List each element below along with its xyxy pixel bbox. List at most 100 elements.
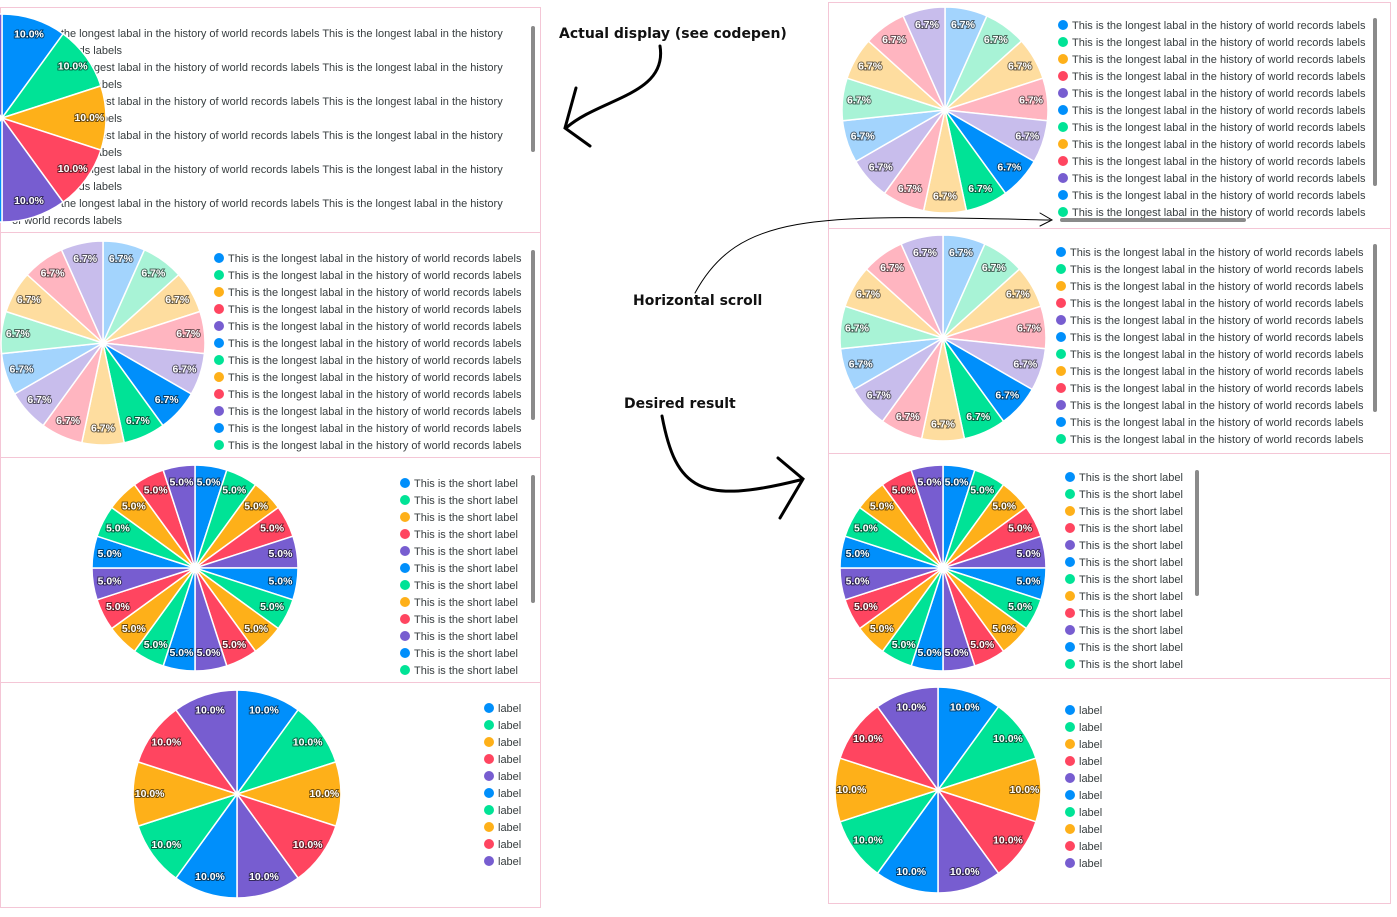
value-label: 5.0% [169,647,194,659]
legend-item: This is the short label [1065,504,1195,521]
value-label: 5.0% [854,601,879,613]
value-label: 6.7% [869,162,894,174]
value-label: 5.0% [197,647,222,659]
pie: 10.0%10.0%10.0%10.0%10.0%10.0%10.0%10.0%… [132,689,342,899]
value-label: 5.0% [144,639,169,651]
value-label: 10.0% [195,705,225,717]
value-label: 5.0% [268,548,293,560]
legend-label: This is the longest labal in the history… [1072,190,1366,202]
legend-item: label [1065,805,1125,822]
legend-item: This is the longest labal in the history… [1058,120,1368,137]
legend-marker [1056,349,1066,359]
legend-marker [400,495,410,505]
legend-label: This is the longest labal in the history… [1072,156,1366,168]
legend-item: This is the short label [1065,623,1195,640]
legend-item: label [1065,720,1125,737]
legend-item: This is the longest labal in the history… [214,387,524,404]
value-label: 6.7% [73,253,98,265]
legend-marker [1058,139,1068,149]
legend-marker [400,546,410,556]
legend-marker [400,529,410,539]
legend-label: This is the longest labal in the history… [1072,54,1366,66]
slice [900,234,944,339]
value-label: 5.0% [222,485,247,497]
legend-item: label [1065,839,1125,856]
value-label: 6.7% [155,394,180,406]
pie: 5.0%5.0%5.0%5.0%5.0%5.0%5.0%5.0%5.0%5.0%… [91,464,299,672]
legend-label: label [498,771,522,783]
legend-item: This is the short label [400,476,530,493]
legend-label: This is the longest labal in the history… [12,198,503,226]
legend-label: This is the longest labal in the history… [1070,434,1364,446]
slice [60,240,104,344]
legend-item: This is the longest labal in the history… [1058,154,1368,171]
value-label: 5.0% [1016,575,1041,587]
value-label: 5.0% [945,476,970,488]
value-label: 10.0% [249,705,279,717]
value-label: 10.0% [896,866,926,878]
value-label: 6.7% [880,262,905,274]
value-label: 6.7% [949,247,974,259]
legend-marker [1056,298,1066,308]
legend-label: This is the short label [1079,506,1183,518]
legend-label: This is the longest labal in the history… [228,355,522,367]
legend: This is the longest labal in the history… [214,251,524,455]
legend-item: This is the longest labal in the history… [1056,279,1366,296]
legend-marker [214,253,224,263]
value-label: 10.0% [993,733,1023,745]
legend-item: label [1065,737,1125,754]
legend-item: label [484,786,544,803]
value-label: 5.0% [98,548,123,560]
pie: 10.0%10.0%10.0%10.0%10.0%10.0%10.0%10.0%… [0,13,107,223]
slice [0,13,3,121]
value-label: 10.0% [58,163,88,175]
legend-item: label [1065,703,1125,720]
value-label: 6.7% [56,415,81,427]
slice [174,689,238,797]
legend-item: label [1065,754,1125,771]
annotation: Actual display (see codepen) [559,26,787,42]
legend-marker [1065,756,1075,766]
legend-item: This is the longest labal in the history… [1056,313,1366,330]
legend-marker [1065,506,1075,516]
legend-item: This is the longest labal in the history… [1058,137,1368,154]
legend-marker [1056,247,1066,257]
legend-label: label [498,788,522,800]
value-label: 6.7% [1017,323,1042,335]
legend-item: This is the longest labal in the history… [1056,296,1366,313]
value-label: 5.0% [260,601,285,613]
legend-item: This is the longest labal in the history… [1058,69,1368,86]
value-label: 10.0% [14,195,44,207]
value-label: 6.7% [966,411,991,423]
legend-label: label [498,720,522,732]
value-label: 5.0% [144,485,169,497]
legend-marker [1058,190,1068,200]
legend-item: This is the longest labal in the history… [214,438,524,455]
legend-marker [1065,625,1075,635]
scrollbar [531,250,535,420]
legend-item: This is the short label [1065,572,1195,589]
pie: 6.7% 6.7% 6.7% 6.7% 6.7% 6.7% 6.7% 6.7% 6.7% 6.7%… [839,234,1047,442]
slice [910,464,944,569]
legend-marker [400,665,410,675]
legend-item: This is the longest labal in the history… [214,404,524,421]
pie: 6.7% 6.7% 6.7% 6.7% 6.7% 6.7% 6.7% 6.7% 6.7% 6.7%… [841,6,1049,214]
legend-label: This is the longest labal in the history… [1072,139,1366,151]
legend-item: This is the short label [400,493,530,510]
legend-item: This is the longest labal in the history… [1058,171,1368,188]
legend-marker [1065,608,1075,618]
legend-marker [1065,807,1075,817]
legend-item: This is the longest labal in the history… [1056,364,1366,381]
legend-item: label [484,769,544,786]
legend-marker [484,856,494,866]
legend-label: This is the longest labal in the history… [1070,247,1364,259]
legend-label: This is the short label [414,597,518,609]
legend-item: This is the longest labal in the history… [1058,18,1368,35]
value-label: 10.0% [74,112,104,124]
legend-label: This is the short label [414,546,518,558]
legend-marker [214,338,224,348]
legend-marker [1065,489,1075,499]
legend-label: This is the longest labal in the history… [228,321,522,333]
value-label: 10.0% [293,839,323,851]
value-label: 6.7% [931,418,956,430]
